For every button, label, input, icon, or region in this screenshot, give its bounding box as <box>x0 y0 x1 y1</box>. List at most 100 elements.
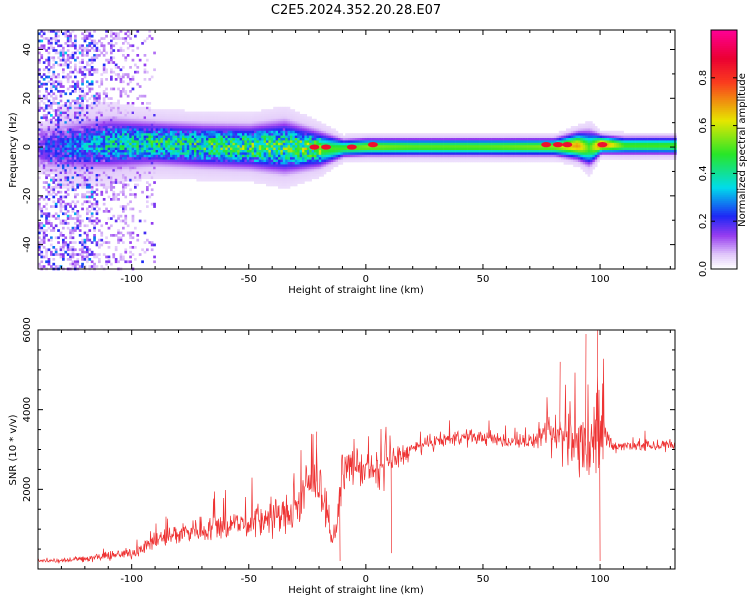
spectrogram-cell <box>335 138 339 141</box>
spectrogram-cell <box>189 133 192 136</box>
spectrogram-cell <box>184 111 188 115</box>
spectrogram-cell <box>119 255 123 259</box>
spectrogram-cell <box>71 128 75 132</box>
spectrogram-cell <box>100 128 104 132</box>
spectrogram-cell <box>50 229 53 232</box>
spectrogram-cell <box>52 128 56 132</box>
spectrogram-cell <box>220 123 224 127</box>
spectrogram-cell <box>78 234 82 237</box>
spectrogram-cell <box>273 121 276 124</box>
spectrogram-cell <box>170 114 173 117</box>
spectrogram-cell <box>42 150 46 153</box>
spectrogram-cell <box>59 126 63 129</box>
spectrogram-cell <box>42 133 46 136</box>
spectrogram-cell <box>76 152 80 156</box>
spectrogram-cell <box>52 63 56 67</box>
spectrogram-cell <box>270 147 274 151</box>
spectrogram-cell <box>234 128 238 132</box>
spectrogram-cell <box>100 166 104 170</box>
spectrogram-cell <box>45 106 48 110</box>
spectrogram-cell <box>357 147 360 151</box>
spectrogram-cell <box>62 63 65 67</box>
spectrogram-cell <box>218 176 221 180</box>
spectrogram-cell <box>129 145 132 148</box>
spectrogram-cell <box>196 176 200 180</box>
spectrogram-cell <box>153 157 156 160</box>
spectrogram-cell <box>342 142 346 146</box>
spectrogram-cell <box>59 147 63 151</box>
spectrogram-cell <box>340 159 344 163</box>
spectrogram-cell <box>110 157 113 160</box>
spectrogram-cell <box>98 258 101 261</box>
spectrogram-cell <box>119 75 123 79</box>
spectrogram-cell <box>95 181 99 184</box>
spectrogram-cell <box>249 111 252 115</box>
spectrogram-cell <box>40 159 44 163</box>
spectrogram-cell <box>64 135 68 139</box>
spectrogram-cell <box>285 145 288 148</box>
spectrogram-cell <box>78 219 82 223</box>
spectrogram-cell <box>124 195 128 199</box>
spectrogram-cell <box>38 162 41 165</box>
spectrogram-cell <box>57 265 60 268</box>
spectrogram-cell <box>148 195 152 199</box>
spectrogram-cell <box>191 123 195 127</box>
spectrogram-cell <box>234 130 238 134</box>
spectrogram-cell <box>131 159 135 163</box>
spectrogram-cell <box>124 114 128 117</box>
spectrogram-cell <box>239 166 243 170</box>
spectrogram-cell <box>239 150 243 153</box>
spectrogram-cell <box>184 169 188 172</box>
spectrogram-cell <box>105 210 108 213</box>
spectrogram-cell <box>98 162 101 165</box>
spectrogram-cell <box>38 236 41 240</box>
spectrogram-cell <box>189 116 192 120</box>
spectrogram-cell <box>76 82 80 86</box>
spectrogram-cell <box>213 174 216 177</box>
spectrogram-cell <box>278 130 281 134</box>
spectrogram-cell <box>234 145 238 148</box>
spectrogram-cell <box>105 145 108 148</box>
spectrogram-cell <box>333 150 336 153</box>
spectrogram-cell <box>316 162 320 165</box>
spectrogram-cell <box>40 253 44 256</box>
spectrogram-cell <box>90 214 94 218</box>
spectrogram-cell <box>316 128 320 132</box>
spectrogram-cell <box>218 140 221 144</box>
spectrogram-cell <box>287 140 291 144</box>
spectrogram-cell <box>40 99 44 103</box>
spectrogram-cell <box>78 222 82 225</box>
spectrogram-cell <box>290 135 293 139</box>
spectrogram-cell <box>122 90 125 93</box>
spectrogram-cell <box>40 126 44 129</box>
spectrogram-cell <box>201 159 204 163</box>
spectrogram-cell <box>326 138 329 141</box>
spectrogram-cell <box>42 135 46 139</box>
spectrogram-cell <box>266 174 269 177</box>
spectrogram-cell <box>59 92 63 96</box>
spectrogram-cell <box>112 138 116 141</box>
spectrogram-cell <box>47 80 51 84</box>
spectrogram-cell <box>242 159 245 163</box>
spectrogram-cell <box>64 190 68 194</box>
spectrogram-cell <box>186 111 190 115</box>
spectrogram-cell <box>138 121 142 124</box>
spectrogram-cell <box>263 159 267 163</box>
spectrogram-cell <box>100 181 104 184</box>
spectrogram-cell <box>71 150 75 153</box>
spectrogram-cell <box>98 54 101 57</box>
spectrogram-cell <box>52 85 56 88</box>
spectrogram-cell <box>40 157 44 160</box>
spectrogram-cell <box>90 150 94 153</box>
spectrogram-cell <box>119 238 123 242</box>
spectrogram-cell <box>112 154 116 158</box>
spectrogram-cell <box>280 157 284 160</box>
spectrogram-cell <box>141 109 144 112</box>
spectrogram-cell <box>62 200 65 204</box>
spectrogram-cell <box>294 121 298 124</box>
spectrogram-cell <box>114 66 118 69</box>
spectrogram-cell <box>150 248 154 252</box>
spectrogram-cell <box>266 152 269 156</box>
spectrogram-cell <box>160 126 164 129</box>
spectrogram-cell <box>237 174 240 177</box>
